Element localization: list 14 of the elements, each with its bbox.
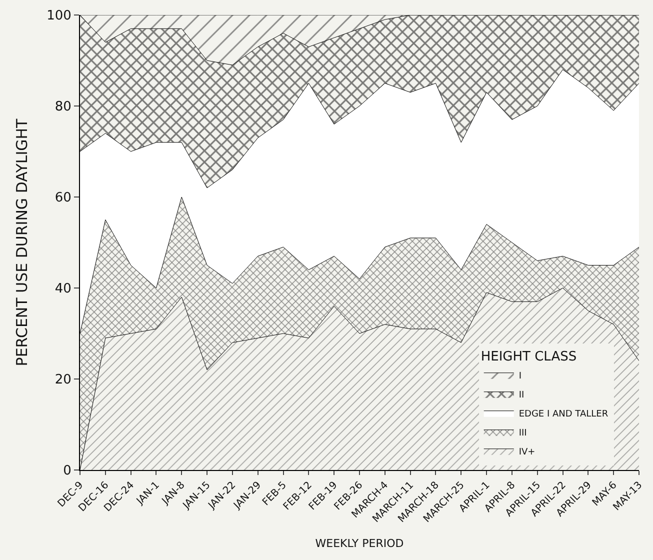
legend-label: IV+	[518, 447, 536, 458]
y-tick-label: 100	[46, 8, 72, 24]
y-tick-label: 60	[54, 190, 72, 206]
legend-label: EDGE I AND TALLER	[518, 409, 608, 420]
legend-label: III	[518, 428, 527, 438]
x-axis-title: WEEKLY PERIOD	[315, 537, 404, 550]
y-axis-title: PERCENT USE DURING DAYLIGHT	[12, 118, 31, 366]
y-tick-label: 40	[54, 282, 72, 297]
y-tick-label: 20	[54, 372, 72, 388]
y-tick-label: 80	[54, 100, 72, 115]
legend-label: II	[518, 390, 524, 400]
y-tick-label: 0	[63, 464, 72, 479]
legend-label: I	[518, 371, 522, 382]
legend-title: HEIGHT CLASS	[480, 349, 577, 364]
